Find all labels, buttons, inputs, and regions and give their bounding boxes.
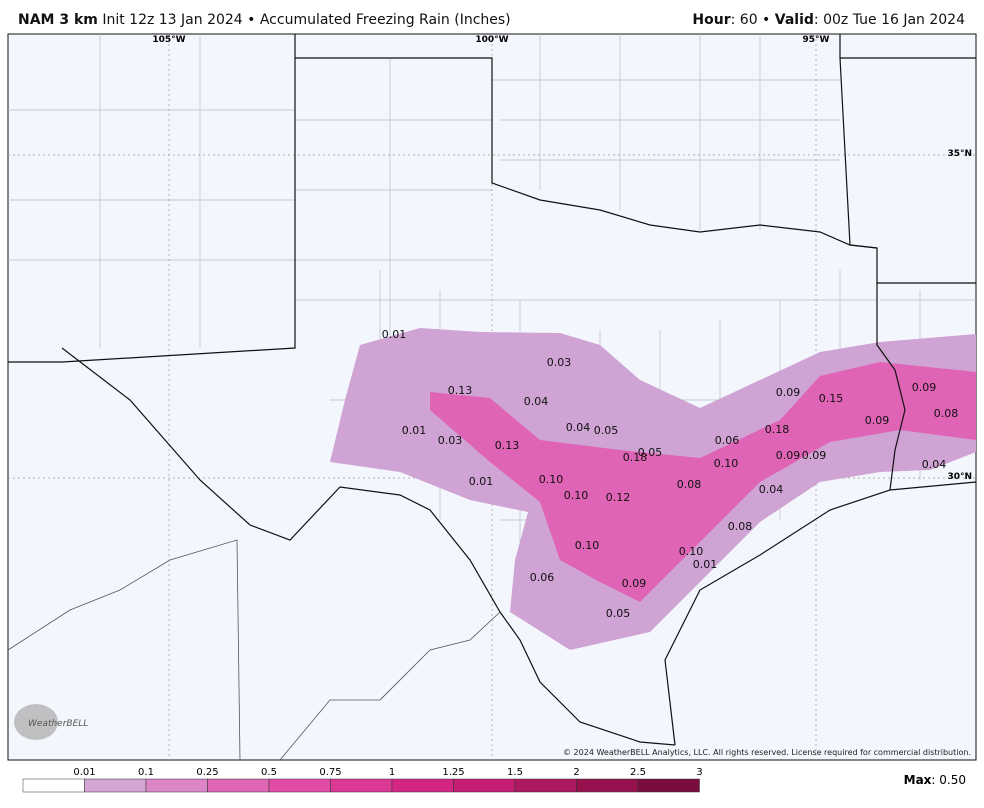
max-value: : 0.50 xyxy=(931,773,966,787)
point-value: 0.08 xyxy=(934,407,959,420)
legend-swatch xyxy=(637,778,700,793)
point-value: 0.13 xyxy=(448,384,473,397)
lon-label: 100°W xyxy=(475,35,508,45)
valid-value: : 00z Tue 16 Jan 2024 xyxy=(813,12,965,28)
logo-mark xyxy=(14,704,58,740)
legend: 0.01 0.1 0.25 0.5 0.75 1 1.25 1.5 2 2.5 3 xyxy=(22,767,703,793)
legend-swatch xyxy=(576,778,639,793)
point-value: 0.13 xyxy=(495,439,520,452)
hour-label: Hour xyxy=(692,12,731,28)
legend-swatch xyxy=(330,778,393,793)
lon-label: 95°W xyxy=(803,35,830,45)
point-value: 0.09 xyxy=(865,414,890,427)
legend-swatch xyxy=(207,778,270,793)
legend-swatch xyxy=(514,778,577,793)
point-value: 0.03 xyxy=(547,356,572,369)
point-value: 0.09 xyxy=(622,577,647,590)
header-left: NAM 3 km Init 12z 13 Jan 2024 • Accumula… xyxy=(18,12,511,28)
legend-label: 3 xyxy=(696,767,702,778)
legend-label: 0.25 xyxy=(196,767,218,778)
point-value: 0.01 xyxy=(693,558,718,571)
copyright: © 2024 WeatherBELL Analytics, LLC. All r… xyxy=(563,748,971,757)
point-value: 0.04 xyxy=(524,395,549,408)
legend-swatch xyxy=(22,778,85,793)
point-value: 0.10 xyxy=(564,489,589,502)
header-right: Hour: 60 • Valid: 00z Tue 16 Jan 2024 xyxy=(692,12,965,28)
point-value: 0.18 xyxy=(765,423,790,436)
valid-label: Valid xyxy=(774,12,814,28)
point-value: 0.05 xyxy=(606,607,631,620)
hour-value: : 60 • xyxy=(730,12,771,28)
point-value: 0.08 xyxy=(728,520,753,533)
point-value: 0.05 xyxy=(638,446,663,459)
legend-label: 0.5 xyxy=(261,767,277,778)
point-value: 0.06 xyxy=(530,571,555,584)
point-value: 0.04 xyxy=(566,421,591,434)
point-value: 0.12 xyxy=(606,491,631,504)
lat-label: 30°N xyxy=(947,472,972,482)
point-value: 0.09 xyxy=(802,449,827,462)
legend-label: 0.1 xyxy=(138,767,154,778)
legend-label: 1 xyxy=(389,767,395,778)
max: Max: 0.50 xyxy=(904,773,966,787)
point-value: 0.10 xyxy=(679,545,704,558)
legend-swatch xyxy=(391,778,454,793)
point-value: 0.04 xyxy=(922,458,947,471)
legend-label: 1.5 xyxy=(507,767,523,778)
legend-label: 2 xyxy=(573,767,579,778)
legend-label: 1.25 xyxy=(442,767,464,778)
point-value: 0.10 xyxy=(539,473,564,486)
model: NAM 3 km xyxy=(18,12,98,28)
point-value: 0.10 xyxy=(714,457,739,470)
point-value: 0.06 xyxy=(715,434,740,447)
point-value: 0.09 xyxy=(912,381,937,394)
legend-label: 0.01 xyxy=(73,767,95,778)
legend-swatch xyxy=(84,778,147,793)
precip xyxy=(330,328,976,650)
borders xyxy=(7,34,977,761)
legend-swatch xyxy=(453,778,516,793)
point-value: 0.03 xyxy=(438,434,463,447)
point-value: 0.10 xyxy=(575,539,600,552)
point-value: 0.09 xyxy=(776,386,801,399)
legend-swatch xyxy=(145,778,208,793)
point-value: 0.05 xyxy=(594,424,619,437)
point-value: 0.04 xyxy=(759,483,784,496)
logo: WeatherBELL xyxy=(28,719,88,729)
point-value: 0.08 xyxy=(677,478,702,491)
legend-label: 0.75 xyxy=(319,767,341,778)
point-value: 0.01 xyxy=(402,424,427,437)
point-value: 0.09 xyxy=(776,449,801,462)
legend-swatch xyxy=(268,778,331,793)
lon-label: 105°W xyxy=(152,35,185,45)
point-value: 0.15 xyxy=(819,392,844,405)
point-value: 0.01 xyxy=(382,328,407,341)
point-value: 0.01 xyxy=(469,475,494,488)
max-label: Max xyxy=(904,773,932,787)
point-value: 0.18 xyxy=(623,451,648,464)
description: Init 12z 13 Jan 2024 • Accumulated Freez… xyxy=(102,12,511,28)
legend-label: 2.5 xyxy=(630,767,646,778)
lat-label: 35°N xyxy=(947,149,972,159)
